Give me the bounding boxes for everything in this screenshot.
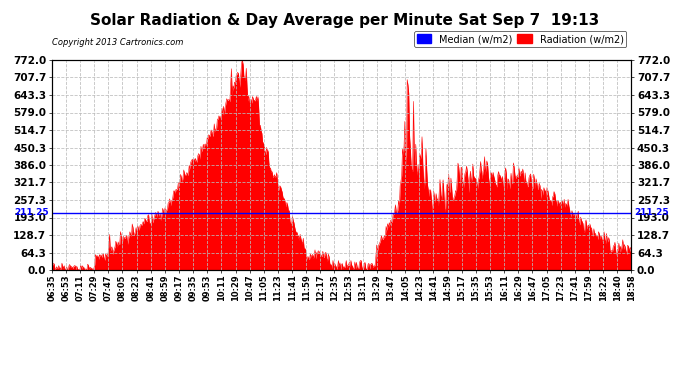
Text: Solar Radiation & Day Average per Minute Sat Sep 7  19:13: Solar Radiation & Day Average per Minute… [90,13,600,28]
Text: Copyright 2013 Cartronics.com: Copyright 2013 Cartronics.com [52,38,183,47]
Text: 211.25: 211.25 [14,208,49,217]
Legend: Median (w/m2), Radiation (w/m2): Median (w/m2), Radiation (w/m2) [414,31,627,47]
Text: 211.25: 211.25 [634,208,669,217]
